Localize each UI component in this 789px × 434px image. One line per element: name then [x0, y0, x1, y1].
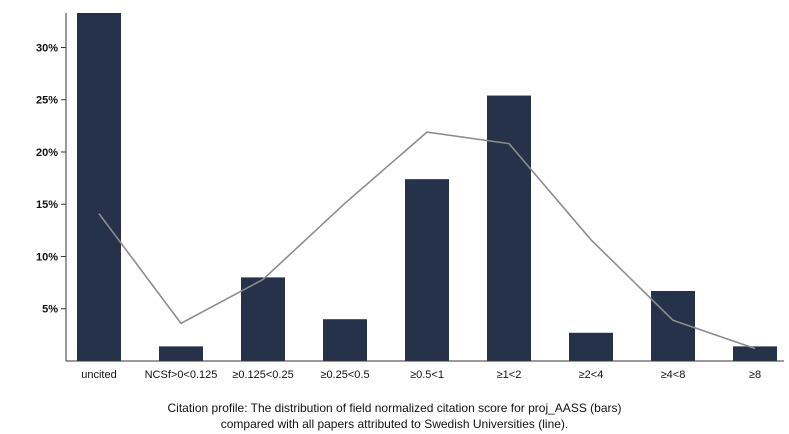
- chart-caption-line-2: compared with all papers attributed to S…: [220, 417, 569, 431]
- y-tick-label: 10%: [36, 251, 58, 263]
- x-tick-label: ≥0.25<0.5: [320, 369, 369, 381]
- y-tick-label: 20%: [36, 147, 58, 159]
- line-series: [98, 131, 756, 350]
- bar: [241, 277, 285, 361]
- bars: [77, 13, 777, 361]
- bar: [733, 346, 777, 361]
- y-tick-label: 15%: [36, 199, 58, 211]
- bar: [77, 13, 121, 361]
- comparison-line: [98, 131, 756, 350]
- bar: [159, 346, 203, 361]
- chart: 5% 10% 15% 20% 25% 30% uncited NCSf>0<0.125 ≥0.…: [36, 13, 784, 381]
- x-axis: uncited NCSf>0<0.125 ≥0.125<0.25 ≥0.25<0.5 ≥…: [66, 360, 784, 381]
- x-tick-label: ≥2<4: [579, 369, 604, 381]
- x-tick-label: ≥1<2: [497, 369, 522, 381]
- y-tick-label: 5%: [42, 304, 58, 316]
- x-tick-label: ≥0.5<1: [410, 369, 444, 381]
- x-tick-label: ≥0.125<0.25: [232, 369, 293, 381]
- y-axis: 5% 10% 15% 20% 25% 30%: [36, 13, 67, 361]
- y-tick-label: 30%: [36, 42, 58, 54]
- x-tick-label: ≥4<8: [661, 369, 686, 381]
- x-tick-label: uncited: [81, 369, 116, 381]
- x-tick-label: NCSf>0<0.125: [145, 369, 218, 381]
- bar: [323, 319, 367, 361]
- chart-caption-line-1: Citation profile: The distribution of fi…: [167, 401, 622, 415]
- x-tick-label: ≥8: [749, 369, 761, 381]
- bar: [487, 95, 531, 361]
- y-tick-label: 25%: [36, 95, 58, 107]
- bar: [405, 179, 449, 361]
- bar: [569, 332, 613, 361]
